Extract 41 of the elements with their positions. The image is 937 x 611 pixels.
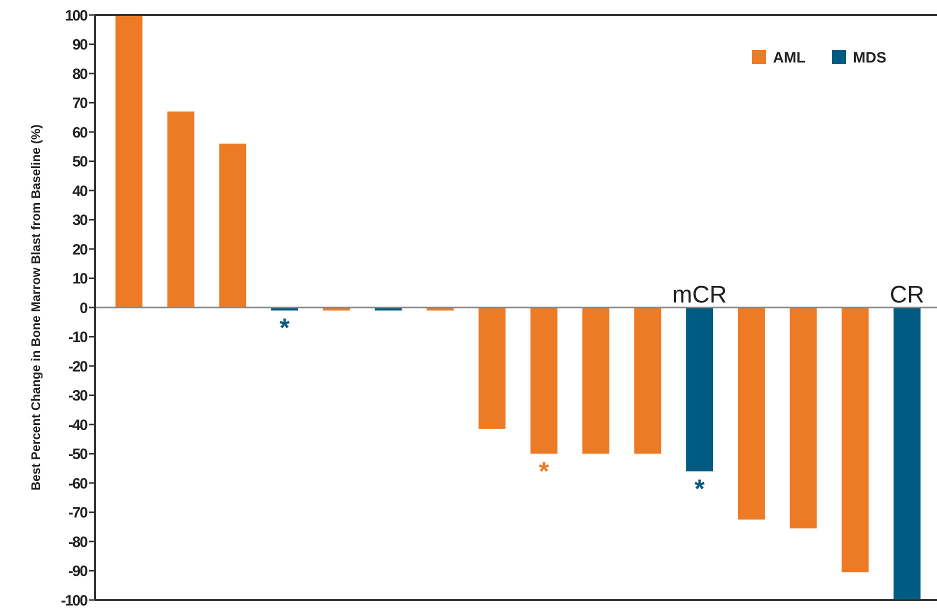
x-tick-label: CR: [890, 282, 924, 308]
legend-label: MDS: [853, 49, 886, 66]
annotation: *: [538, 456, 550, 486]
y-axis-title: Best Percent Change in Bone Marrow Blast from Baseline (%): [29, 124, 43, 491]
bar: [634, 308, 662, 454]
y-tick-label: -60: [68, 475, 88, 492]
bar: [686, 308, 714, 472]
y-tick-label: -70: [68, 504, 88, 522]
y-tick-label: 70: [72, 95, 88, 112]
annotation: *: [280, 312, 290, 343]
y-tick-label: -50: [68, 446, 88, 463]
y-tick-label: 20: [72, 241, 88, 258]
y-tick-label: 90: [72, 36, 88, 54]
legend-label: AML: [773, 49, 806, 66]
annotation: *: [694, 474, 706, 504]
y-tick-label: 60: [72, 124, 88, 142]
bar: [530, 308, 558, 454]
y-tick-label: -80: [68, 534, 88, 551]
y-tick-label: -40: [68, 416, 88, 434]
y-tick-label: -20: [68, 358, 88, 376]
bar: [167, 112, 194, 308]
y-tick-label: 40: [72, 182, 88, 200]
bar: [842, 308, 869, 572]
y-tick-label: 0: [80, 300, 88, 317]
bar: [738, 308, 765, 520]
bar: [478, 308, 506, 429]
y-tick-label: -10: [68, 329, 88, 346]
y-tick-label: 30: [72, 212, 88, 229]
x-tick-label: mCR: [672, 282, 727, 308]
bar: [790, 308, 817, 528]
y-tick-label: 50: [72, 154, 88, 170]
y-tick-label: 10: [72, 270, 88, 288]
y-tick-label: 100: [64, 7, 88, 24]
bar: [219, 144, 246, 308]
y-tick-label: -30: [68, 388, 88, 404]
y-tick-label: -100: [60, 592, 88, 610]
bar: [894, 308, 921, 600]
bar: [582, 308, 610, 454]
y-tick-label: -90: [68, 563, 88, 580]
bar: [115, 15, 142, 308]
y-tick-label: 80: [72, 66, 88, 83]
